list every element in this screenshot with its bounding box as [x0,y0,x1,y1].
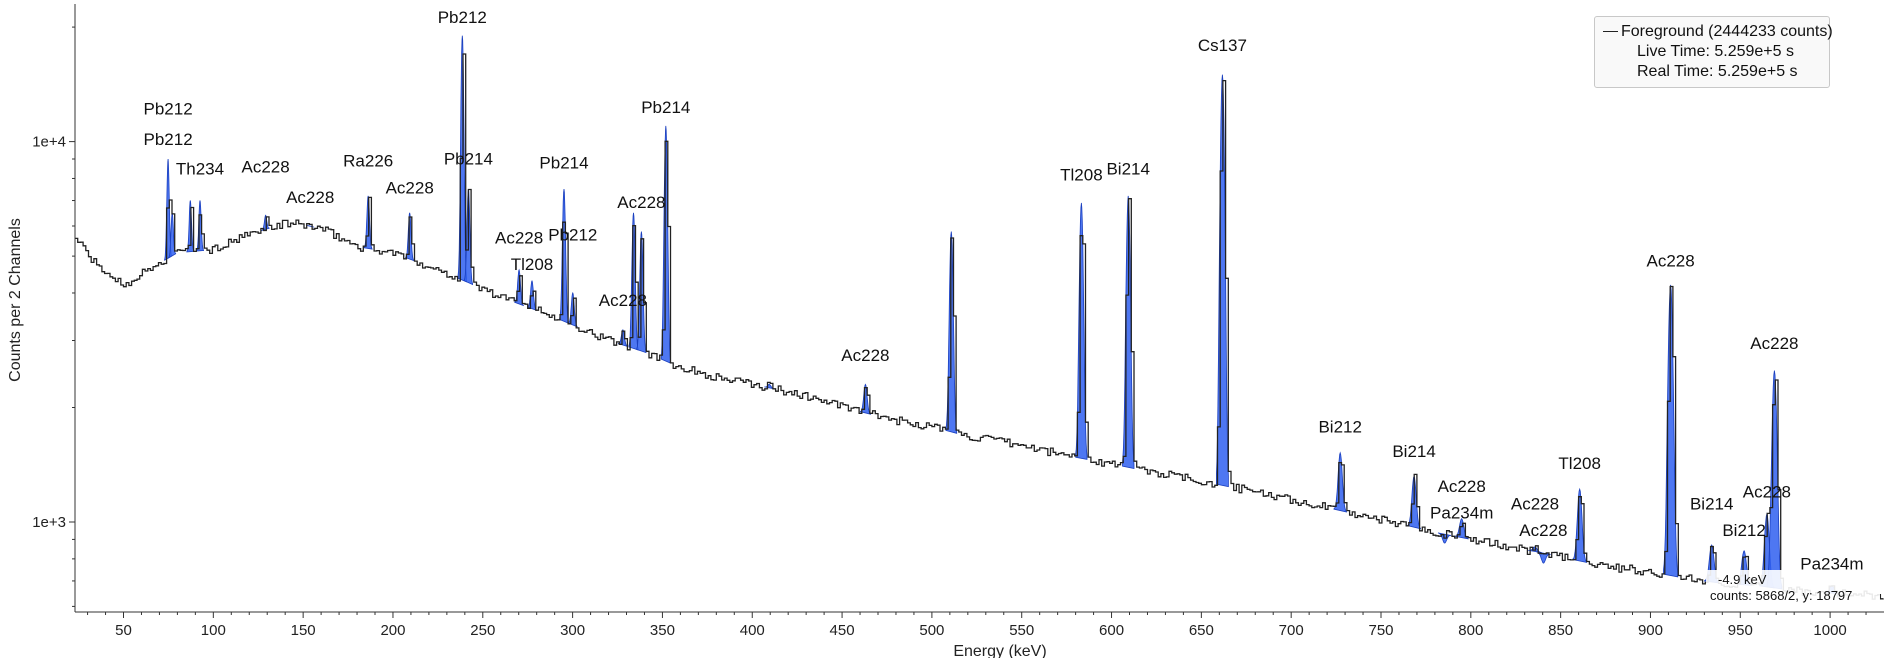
x-tick-label: 150 [291,622,316,639]
peak-area-21 [1075,202,1088,460]
peak-label-14: Ac228 [599,291,647,310]
peak-label-12: Pb212 [548,225,597,244]
x-tick-label: 1000 [1813,622,1846,639]
peak-label-0: Pb212 [144,99,193,118]
x-tick-label: 950 [1728,622,1753,639]
x-tick-label: 250 [470,622,495,639]
peak-label-2: Th234 [176,159,224,178]
peak-labels: Pb212 Pb212 Th234 Ac228 Ac228 Ra226 Ac228 Pb212… [144,8,1864,574]
x-tick-label: 100 [201,622,226,639]
y-axis-title: Counts per 2 Channels [7,218,24,382]
peak-label-7: Pb212 [438,8,487,27]
peak-label-32: Pa234m [1800,555,1863,574]
x-tick-label: 800 [1458,622,1483,639]
peak-label-1: Pb212 [144,130,193,149]
peak-label-11: Pb214 [539,154,588,173]
peak-label-28: Ac228 [1750,334,1798,353]
x-tick-label: 850 [1548,622,1573,639]
x-tick-label: 200 [380,622,405,639]
peak-area-3 [196,200,204,252]
peak-label-15: Pb214 [641,98,690,117]
legend: Foreground (2444233 counts) Live Time: 5… [1594,16,1833,88]
peak-area-17 [660,125,671,364]
peak-label-3: Ac228 [241,157,289,176]
x-tick-label: 50 [115,622,132,639]
peak-label-27: Ac228 [1519,521,1567,540]
peak-label-21: Bi212 [1318,417,1361,436]
peak-label-18: Bi214 [1106,159,1149,178]
peak-label-29: Bi214 [1690,494,1733,513]
x-axis-title: Energy (keV) [953,643,1046,658]
x-tick-label: 650 [1189,622,1214,639]
peak-label-22: Bi214 [1392,442,1435,461]
y-tick-label: 1e+4 [32,134,66,151]
peak-label-25: Tl208 [1558,454,1601,473]
axes: 50 100 150 200 250 300 350 400 450 500 550 600 650 70… [32,4,1884,639]
peak-label-19: Cs137 [1198,36,1247,55]
peak-label-4: Ac228 [286,188,334,207]
peak-label-6: Ac228 [386,179,434,198]
x-tick-label: 700 [1279,622,1304,639]
x-tick-label: 500 [919,622,944,639]
legend-real-time: Real Time: 5.259e+5 s [1637,63,1798,80]
cursor-counts: counts: 5868/2, y: 18797 [1710,588,1853,603]
peak-label-26: Ac228 [1511,494,1559,513]
peak-label-9: Ac228 [495,228,543,247]
peak-area-24 [1333,451,1347,513]
y-tick-label: 1e+3 [32,514,66,531]
peak-label-5: Ra226 [343,152,393,171]
x-tick-label: 550 [1009,622,1034,639]
peak-label-30: Ac228 [1743,483,1791,502]
legend-line-swatch [1603,31,1618,33]
x-tick-label: 750 [1368,622,1393,639]
peak-label-16: Ac228 [841,346,889,365]
peak-area-15 [628,212,639,351]
legend-live-time: Live Time: 5.259e+5 s [1637,43,1794,60]
cursor-energy: -4.9 keV [1718,572,1767,587]
x-tick-label: 300 [560,622,585,639]
legend-series-label: Foreground (2444233 counts) [1621,23,1833,40]
peak-label-23: Ac228 [1438,477,1486,496]
x-tick-label: 900 [1638,622,1663,639]
peak-label-17: Tl208 [1060,166,1103,185]
peak-area-1 [168,212,177,259]
peak-label-13: Ac228 [617,193,665,212]
peak-label-10: Tl208 [511,255,554,274]
spectrum-line [75,53,1884,600]
peak-areas [164,35,1840,594]
peak-area-12 [559,189,569,324]
peak-label-31: Bi212 [1722,521,1765,540]
peak-area-35 [1766,370,1783,590]
x-tick-label: 600 [1099,622,1124,639]
peak-label-8: Pb214 [444,150,493,169]
cursor-readout: -4.9 keV counts: 5868/2, y: 18797 [1706,570,1880,604]
peak-area-5 [306,225,315,228]
x-tick-label: 350 [650,622,675,639]
peak-label-24: Pa234m [1430,504,1493,523]
x-tick-label: 450 [830,622,855,639]
peak-label-20: Ac228 [1646,251,1694,270]
x-tick-label: 400 [740,622,765,639]
